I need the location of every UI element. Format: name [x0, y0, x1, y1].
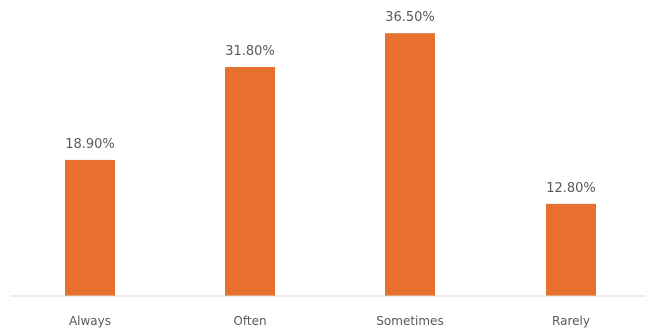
value-label-often: 31.80%	[225, 44, 275, 59]
bar-always	[65, 159, 115, 296]
value-label-always: 18.90%	[65, 137, 115, 152]
bar-sometimes	[385, 33, 435, 296]
bar-often	[225, 67, 275, 296]
category-label-always: Always	[69, 314, 111, 328]
category-labels-group: Always Often Sometimes Rarely	[69, 314, 590, 328]
bars-group	[65, 33, 596, 296]
category-label-sometimes: Sometimes	[376, 314, 443, 328]
category-label-rarely: Rarely	[552, 314, 590, 328]
category-label-often: Often	[233, 314, 266, 328]
bar-rarely	[546, 203, 596, 296]
value-labels-group: 18.90% 31.80% 36.50% 12.80%	[65, 10, 596, 196]
value-label-sometimes: 36.50%	[385, 10, 435, 25]
value-label-rarely: 12.80%	[546, 181, 596, 196]
